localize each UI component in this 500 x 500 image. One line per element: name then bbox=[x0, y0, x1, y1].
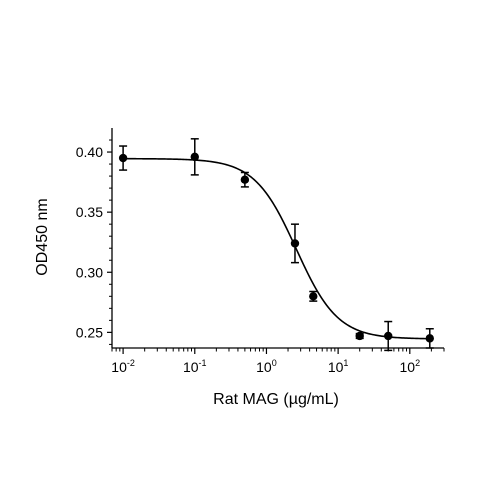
data-point bbox=[118, 153, 128, 163]
x-tick-label: 100 bbox=[256, 358, 277, 375]
y-tick-label: 0.25 bbox=[76, 324, 103, 340]
data-point-group bbox=[384, 320, 393, 352]
data-point-group bbox=[240, 171, 250, 188]
data-point-group bbox=[309, 290, 318, 302]
x-axis-label: Rat MAG (µg/mL) bbox=[213, 391, 339, 408]
fit-curve bbox=[123, 157, 432, 340]
data-point bbox=[240, 175, 250, 184]
fit-curve-layer bbox=[123, 157, 432, 340]
x-tick-label: 10-1 bbox=[183, 358, 207, 375]
data-point bbox=[425, 334, 434, 343]
data-point bbox=[190, 152, 199, 162]
y-axis-label: OD450 nm bbox=[34, 198, 51, 275]
data-point bbox=[355, 331, 364, 341]
x-tick-label: 102 bbox=[400, 358, 421, 375]
data-point-group bbox=[190, 138, 199, 176]
y-tick-label: 0.35 bbox=[76, 204, 103, 220]
data-points-layer bbox=[118, 138, 434, 352]
y-tick-label: 0.30 bbox=[76, 264, 103, 280]
data-point bbox=[309, 292, 318, 301]
data-point bbox=[290, 239, 300, 248]
axes: 0.25 0.30 0.35 0.40 10-2 10-1 100 101 102 bbox=[76, 128, 445, 375]
x-tick-label: 10-2 bbox=[111, 358, 135, 375]
y-tick-label: 0.40 bbox=[76, 144, 103, 160]
x-tick-label: 101 bbox=[328, 358, 349, 375]
data-point-group bbox=[425, 328, 434, 349]
data-point-group bbox=[355, 331, 364, 341]
data-point bbox=[384, 331, 393, 341]
data-point-group bbox=[290, 223, 300, 264]
data-point-group bbox=[118, 145, 128, 171]
